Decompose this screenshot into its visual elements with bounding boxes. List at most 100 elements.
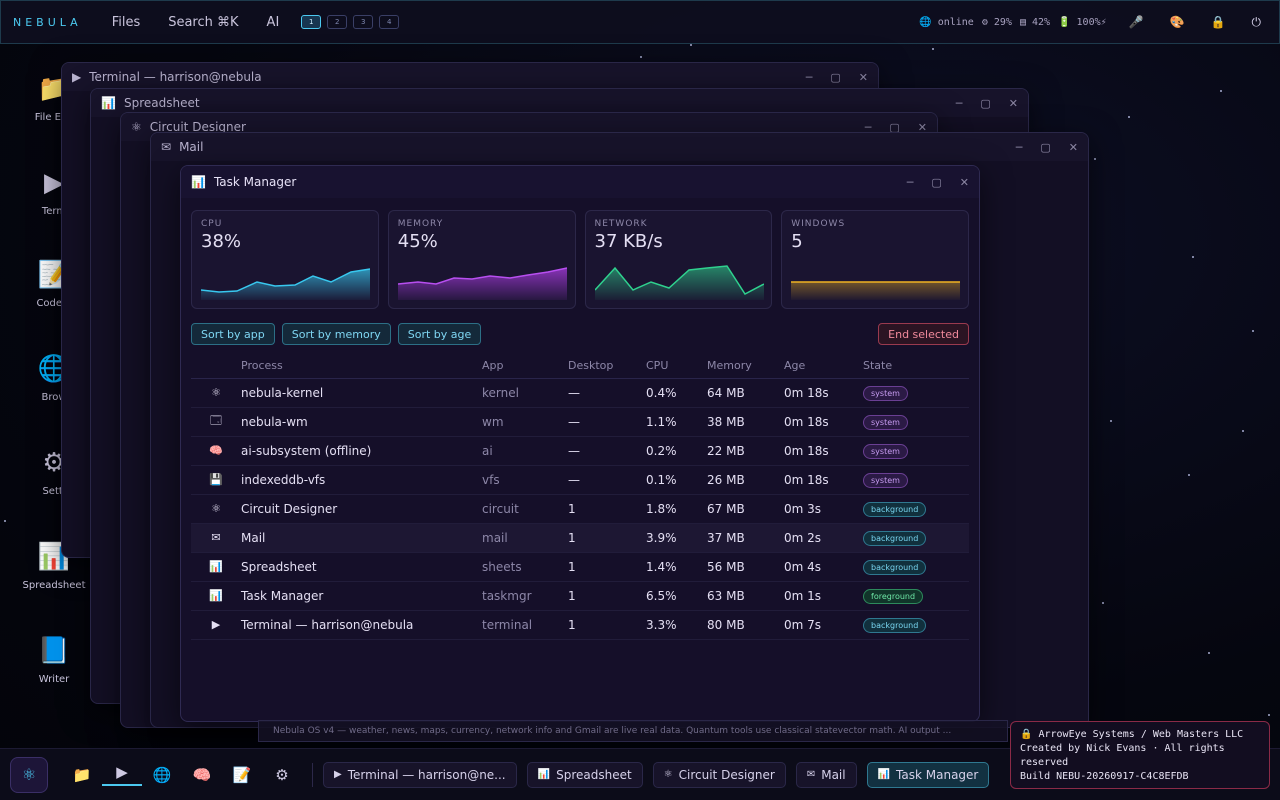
process-memory: 22 MB [707, 436, 784, 466]
lock-icon[interactable]: 🔒 [1210, 14, 1226, 29]
state-badge: system [863, 414, 908, 430]
column-memory[interactable]: Memory [707, 353, 784, 379]
column-age[interactable]: Age [784, 353, 863, 379]
process-age: 0m 7s [784, 610, 863, 640]
process-icon: ⚛ [191, 378, 241, 408]
process-age: 0m 2s [784, 523, 863, 553]
column-app[interactable]: App [482, 353, 568, 379]
maximize-icon[interactable]: ▢ [931, 175, 942, 189]
column-desktop[interactable]: Desktop [568, 353, 646, 379]
microphone-icon[interactable]: 🎤 [1128, 14, 1144, 29]
task-terminal[interactable]: ▶ Terminal — harrison@ne... [323, 761, 517, 788]
book-icon: 📘 [37, 636, 71, 666]
window-title: Spreadsheet [123, 96, 200, 110]
table-row[interactable]: 💾 indexeddb-vfs vfs —0.1% 26 MB 0m 18s system [191, 465, 969, 495]
table-row[interactable]: ▶ Terminal — harrison@nebula terminal 1 3.3%… [191, 610, 969, 640]
sort-by-age-button[interactable]: Sort by age [397, 323, 482, 345]
state-badge: system [863, 443, 908, 459]
task-circuit-designer[interactable]: ⚛ Circuit Designer [652, 761, 786, 788]
terminal-icon: ▶ [72, 70, 82, 84]
sort-by-app-button[interactable]: Sort by app [191, 323, 275, 345]
code-icon[interactable]: 📝 [232, 765, 252, 784]
memory-sparkline [397, 267, 567, 300]
workspace-2[interactable]: 2 [327, 15, 348, 29]
close-icon[interactable]: ✕ [1008, 96, 1018, 110]
workspace-4[interactable]: 4 [379, 15, 400, 29]
chart-icon: 📊 [537, 769, 551, 780]
table-row[interactable]: ⚛ Circuit Designer circuit 1 1.8% 67 MB 0m 3s b… [191, 494, 969, 524]
menu-files[interactable]: Files [111, 14, 141, 30]
process-cpu: 0.1% [646, 465, 707, 495]
table-row[interactable]: ⚛ nebula-kernel kernel —0.4% 64 MB 0m 18s syst… [191, 378, 969, 408]
close-icon[interactable]: ✕ [1068, 140, 1078, 154]
process-icon: 💾 [191, 465, 241, 495]
minimize-icon[interactable]: ─ [955, 96, 963, 110]
desktop-icon-settings[interactable]: ⚙ Setti [14, 448, 94, 497]
minimize-icon[interactable]: ─ [864, 120, 872, 134]
column-cpu[interactable]: CPU [646, 353, 707, 379]
table-row[interactable]: 📊 Spreadsheet sheets 1 1.4% 56 MB 0m 4s backgro… [191, 552, 969, 582]
task-task-manager[interactable]: 📊 Task Manager [866, 761, 990, 788]
process-app: wm [482, 407, 568, 437]
sort-by-memory-button[interactable]: Sort by memory [281, 323, 391, 345]
footer-info-strip: Nebula OS v4 — weather, news, maps, curr… [258, 720, 1008, 742]
task-mail[interactable]: ✉ Mail [795, 761, 857, 788]
chart-icon: 📊 [191, 175, 206, 189]
menu-search[interactable]: Search ⌘K [168, 14, 239, 30]
process-memory: 37 MB [707, 523, 784, 553]
process-icon: 🗔 [191, 407, 241, 437]
desktop-icon-terminal[interactable]: ▶ Term [14, 168, 94, 217]
memory-card: MEMORY 45% [387, 210, 576, 309]
process-icon: 📊 [191, 581, 241, 611]
process-app: sheets [482, 552, 568, 582]
system-status: 🌐 online ⚙ 29% ▤ 42% 🔋 100%⚡ [919, 17, 1106, 28]
table-row[interactable]: 🧠 ai-subsystem (offline) ai —0.2% 22 MB 0m 18… [191, 436, 969, 466]
globe-icon[interactable]: 🌐 [152, 765, 172, 784]
brain-icon[interactable]: 🧠 [192, 765, 212, 784]
task-manager-window[interactable]: 📊 Task Manager ─ ▢ ✕ CPU 38% MEMORY 45% NE… [180, 165, 980, 722]
top-bar: NEBULA Files Search ⌘K AI 1 2 3 4 🌐 onli… [0, 0, 1280, 44]
column-state[interactable]: State [863, 353, 969, 379]
terminal-icon[interactable]: ▶ [102, 763, 142, 786]
power-icon[interactable]: ⏻ [1251, 14, 1262, 29]
column-process[interactable]: Process [241, 353, 482, 379]
close-icon[interactable]: ✕ [917, 120, 927, 134]
task-spreadsheet[interactable]: 📊 Spreadsheet [526, 761, 643, 788]
terminal-icon: ▶ [334, 769, 342, 780]
maximize-icon[interactable]: ▢ [1040, 140, 1051, 154]
process-icon: 📊 [191, 552, 241, 582]
process-app: terminal [482, 610, 568, 640]
minimize-icon[interactable]: ─ [805, 70, 813, 84]
table-row[interactable]: 🗔 nebula-wm wm —1.1% 38 MB 0m 18s system [191, 407, 969, 437]
menu-ai[interactable]: AI [266, 14, 280, 30]
gear-icon[interactable]: ⚙ [275, 765, 289, 784]
palette-icon[interactable]: 🎨 [1169, 14, 1185, 29]
end-selected-button[interactable]: End selected [878, 323, 969, 345]
process-desktop: — [568, 407, 646, 437]
maximize-icon[interactable]: ▢ [889, 120, 900, 134]
windows-card: WINDOWS 5 [781, 210, 969, 309]
folder-icon[interactable]: 📁 [72, 765, 92, 784]
atom-icon: ⚛ [131, 120, 142, 134]
process-memory: 63 MB [707, 581, 784, 611]
launcher-button[interactable]: ⚛ [10, 756, 48, 793]
table-row[interactable]: 📊 Task Manager taskmgr 1 6.5% 63 MB 0m 1s foreg… [191, 581, 969, 611]
chart-icon: 📊 [877, 769, 891, 780]
maximize-icon[interactable]: ▢ [830, 70, 841, 84]
process-desktop: 1 [568, 494, 646, 524]
workspace-1[interactable]: 1 [301, 15, 322, 29]
minimize-icon[interactable]: ─ [1015, 140, 1023, 154]
taskbar: ⚛ 📁 ▶ 🌐 🧠 📝 ⚙ ▶ Terminal — harrison@ne...… [0, 748, 1280, 800]
process-memory: 67 MB [707, 494, 784, 524]
windows-value: 5 [791, 231, 803, 252]
window-title: Task Manager [213, 175, 297, 189]
process-icon: ✉ [191, 523, 241, 553]
table-row[interactable]: ✉ Mail mail 1 3.9% 37 MB 0m 2s background [191, 523, 969, 553]
process-name: Terminal — harrison@nebula [241, 610, 482, 640]
maximize-icon[interactable]: ▢ [980, 96, 991, 110]
close-icon[interactable]: ✕ [858, 70, 868, 84]
close-icon[interactable]: ✕ [959, 175, 969, 189]
minimize-icon[interactable]: ─ [906, 175, 914, 189]
workspace-3[interactable]: 3 [353, 15, 374, 29]
desktop-icon-writer[interactable]: 📘 Writer [14, 636, 94, 685]
